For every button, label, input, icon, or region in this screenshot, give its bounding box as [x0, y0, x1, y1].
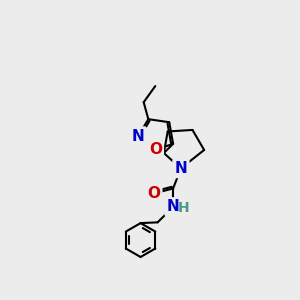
Text: O: O [149, 142, 162, 158]
Text: H: H [178, 201, 190, 215]
Text: N: N [167, 200, 179, 214]
Text: O: O [147, 186, 160, 201]
Text: N: N [132, 129, 145, 144]
Text: N: N [175, 161, 187, 176]
